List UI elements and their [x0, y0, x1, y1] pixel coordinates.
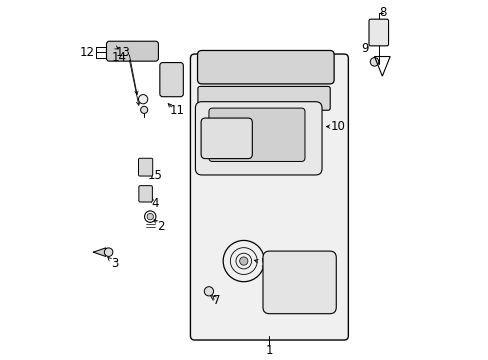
- FancyBboxPatch shape: [190, 54, 347, 340]
- Circle shape: [239, 257, 247, 265]
- Circle shape: [369, 58, 378, 66]
- FancyBboxPatch shape: [201, 118, 252, 159]
- Text: 14: 14: [112, 51, 126, 64]
- Text: 2: 2: [157, 220, 164, 233]
- Text: 8: 8: [379, 5, 386, 19]
- FancyBboxPatch shape: [263, 251, 336, 314]
- Text: 3: 3: [111, 257, 118, 270]
- FancyBboxPatch shape: [368, 19, 388, 46]
- Text: 15: 15: [148, 169, 163, 182]
- FancyBboxPatch shape: [106, 41, 158, 61]
- Text: 13: 13: [115, 46, 130, 59]
- Polygon shape: [93, 248, 105, 256]
- Text: 11: 11: [169, 104, 184, 117]
- Text: 6: 6: [285, 273, 293, 286]
- Text: 9: 9: [361, 42, 368, 55]
- FancyBboxPatch shape: [139, 186, 152, 202]
- FancyBboxPatch shape: [197, 50, 333, 84]
- Circle shape: [204, 287, 213, 296]
- Circle shape: [104, 248, 113, 256]
- Text: 7: 7: [213, 294, 220, 307]
- Text: 10: 10: [329, 120, 345, 133]
- Circle shape: [141, 106, 147, 113]
- FancyBboxPatch shape: [208, 108, 305, 161]
- FancyBboxPatch shape: [195, 102, 322, 175]
- Text: 4: 4: [151, 197, 159, 210]
- Text: 5: 5: [260, 257, 267, 270]
- Circle shape: [138, 95, 147, 104]
- Circle shape: [147, 213, 153, 220]
- FancyBboxPatch shape: [138, 158, 152, 176]
- FancyBboxPatch shape: [198, 86, 329, 110]
- Text: 1: 1: [265, 344, 273, 357]
- FancyBboxPatch shape: [160, 63, 183, 97]
- Text: 12: 12: [80, 46, 95, 59]
